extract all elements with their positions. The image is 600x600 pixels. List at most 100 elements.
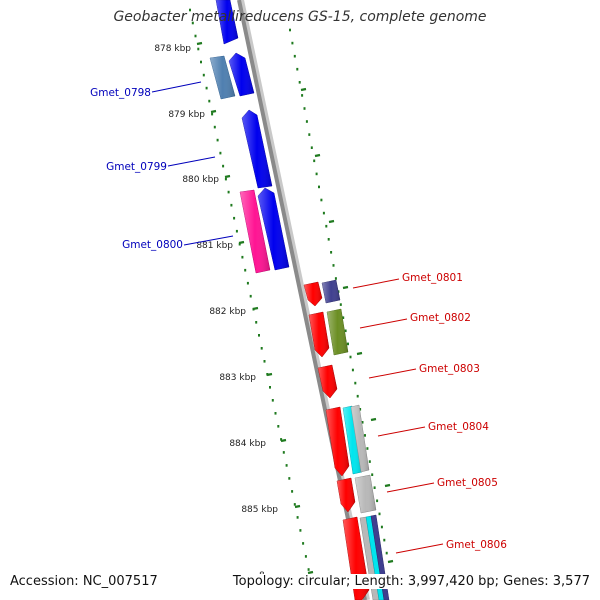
ruler-dot — [197, 47, 200, 51]
ruler-dot — [263, 360, 266, 363]
ruler-dot — [320, 198, 323, 202]
ruler-dot — [322, 211, 325, 215]
gene-label-gmet-0800[interactable]: Gmet_0800 — [122, 239, 183, 251]
ruler-dot — [191, 21, 194, 25]
ruler-dot — [227, 190, 230, 194]
ruler-dot — [318, 185, 320, 189]
accession-text: Accession: NC_007517 — [10, 574, 158, 589]
gene-arrow-gmet-0801-shade — [304, 282, 322, 306]
gene-label-gmet-0805[interactable]: Gmet_0805 — [437, 477, 498, 489]
tick-label-885: 885 kbp — [241, 505, 278, 515]
callout-gmet-0805 — [386, 482, 435, 493]
ruler-dot — [282, 451, 285, 454]
gene-label-gmet-0804[interactable]: Gmet_0804 — [428, 421, 489, 433]
callout-gmet-0804 — [377, 426, 426, 437]
ruler-dot — [258, 334, 260, 337]
gene-arrow-gmet-0802-shade — [309, 312, 329, 357]
ruler-dot — [315, 172, 318, 176]
ruler-dot — [194, 34, 197, 38]
ruler-dot — [378, 512, 381, 516]
callout-gmet-0801 — [352, 278, 400, 289]
ruler-dot — [302, 542, 305, 545]
ruler-dot — [233, 216, 236, 220]
ruler-dot — [211, 112, 214, 116]
gene-label-gmet-0803[interactable]: Gmet_0803 — [419, 363, 480, 375]
ruler-dot — [202, 73, 205, 77]
ruler-dot — [349, 355, 352, 359]
ruler-dot — [222, 164, 225, 168]
genome-summary-text: Topology: circular; Length: 3,997,420 bp… — [228, 574, 590, 589]
ruler-dots-inner — [289, 28, 388, 555]
ruler-dot — [376, 499, 379, 503]
feature-slateblue-1-shade — [322, 280, 340, 303]
ruler-dot — [327, 238, 330, 241]
tick-880 — [224, 174, 231, 179]
tick-inner-6 — [370, 417, 377, 422]
ruler-dot — [274, 412, 277, 415]
feature-magenta-shade — [240, 190, 270, 273]
ruler-dot — [313, 159, 316, 163]
ruler-dot — [208, 99, 211, 103]
ruler-dot — [293, 503, 296, 506]
ruler-dot — [359, 408, 362, 411]
gene-arrow-gmet-0800-shade — [258, 188, 289, 270]
ruler-dot — [260, 347, 263, 350]
tick-882 — [252, 306, 259, 311]
ruler-dot — [368, 460, 371, 463]
callout-gmet-0798 — [151, 81, 202, 93]
gene-label-gmet-0799[interactable]: Gmet_0799 — [106, 161, 167, 173]
feature-cyan-1-shade — [343, 406, 362, 474]
ruler-dot — [293, 54, 296, 58]
tick-885 — [294, 504, 301, 509]
ruler-dot — [373, 486, 376, 489]
callout-gmet-0802 — [359, 318, 408, 329]
ruler-dot — [330, 251, 333, 254]
ruler-dot — [249, 294, 252, 298]
ruler-dot — [356, 394, 359, 398]
ruler-dot — [361, 421, 364, 424]
ruler-dot — [235, 229, 238, 233]
gene-label-gmet-0798[interactable]: Gmet_0798 — [90, 87, 151, 99]
ruler-dot — [224, 177, 227, 181]
tick-label-884: 884 kbp — [229, 439, 266, 449]
gene-label-gmet-0802[interactable]: Gmet_0802 — [410, 312, 471, 324]
callout-gmet-0800 — [183, 235, 234, 246]
gene-label-gmet-0801[interactable]: Gmet_0801 — [402, 272, 463, 284]
ruler-dot — [351, 368, 354, 372]
ruler-dot — [383, 538, 386, 542]
gene-arrow-gmet-0799-shade — [242, 110, 272, 188]
gene-label-gmet-0806[interactable]: Gmet_0806 — [446, 539, 507, 551]
ruler-dot — [219, 151, 222, 155]
ruler-dot — [241, 255, 244, 259]
ruler-dot — [339, 303, 342, 306]
ruler-dot — [385, 551, 388, 555]
ruler-dot — [189, 8, 191, 12]
tick-879 — [210, 109, 217, 114]
right-callouts — [352, 278, 444, 554]
ruler-dot — [303, 107, 306, 110]
ruler-dot — [371, 473, 374, 476]
ruler-dot — [230, 203, 233, 207]
tick-881 — [238, 240, 245, 245]
ruler-dot — [255, 321, 258, 324]
ruler-dot — [296, 516, 299, 519]
ruler-dot — [289, 28, 291, 32]
ruler-dot — [277, 425, 280, 428]
ruler-dot — [301, 94, 304, 97]
tick-inner-5 — [356, 351, 363, 356]
gene-arrow-gmet-0805-shade — [337, 478, 355, 512]
ruler-dot — [304, 555, 307, 558]
ruler-dot — [305, 120, 308, 123]
map-title: Geobacter metallireducens GS-15, complet… — [113, 9, 487, 25]
callout-gmet-0799 — [167, 156, 216, 167]
gene-feature-top-clipped-shade — [216, 0, 238, 44]
tick-878 — [196, 41, 203, 46]
ruler-dot — [269, 386, 271, 389]
left-features — [209, 0, 290, 274]
ruler-dot — [332, 264, 335, 267]
tick-label-882: 882 kbp — [209, 307, 246, 317]
tick-inner-1 — [300, 87, 307, 92]
tick-inner-3 — [328, 219, 335, 224]
tick-883 — [266, 372, 273, 377]
